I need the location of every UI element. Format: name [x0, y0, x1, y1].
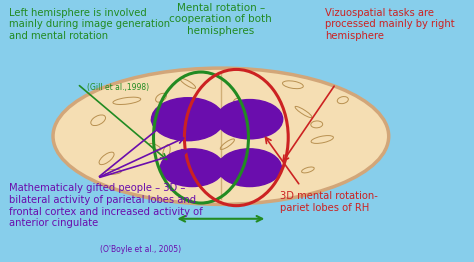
Text: Vizuospatial tasks are
processed mainly by right
hemisphere: Vizuospatial tasks are processed mainly … [325, 8, 454, 41]
Text: Left hemisphere is involved
mainly during image generation
and mental rotation: Left hemisphere is involved mainly durin… [9, 8, 170, 41]
Circle shape [218, 149, 282, 187]
Ellipse shape [53, 68, 389, 204]
Circle shape [152, 98, 224, 141]
Circle shape [217, 100, 283, 139]
Text: (O'Boyle et al., 2005): (O'Boyle et al., 2005) [100, 245, 181, 254]
Circle shape [160, 149, 224, 187]
Text: Mental rotation –
cooperation of both
hemispheres: Mental rotation – cooperation of both he… [170, 3, 272, 36]
Text: 3D mental rotation-
pariet lobes of RH: 3D mental rotation- pariet lobes of RH [281, 191, 378, 213]
Text: Mathematicaly gifted people – 3D –
bilateral activity of parietal lobes and
fron: Mathematicaly gifted people – 3D – bilat… [9, 183, 202, 228]
Text: (Gill et al.,1998): (Gill et al.,1998) [87, 83, 149, 91]
